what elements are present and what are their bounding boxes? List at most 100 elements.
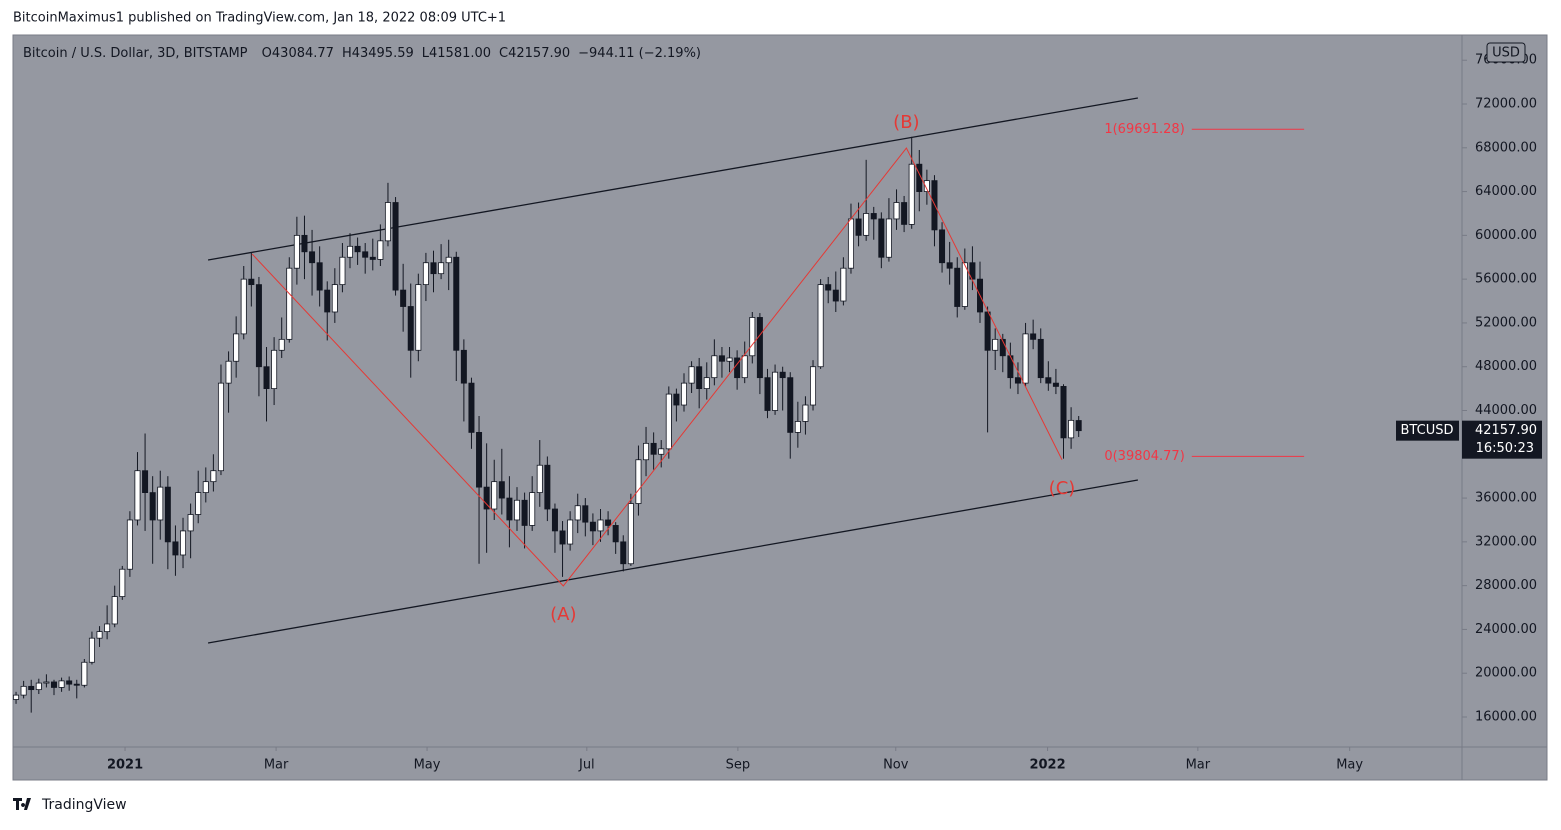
candle-body [180, 530, 187, 556]
candle-body [840, 267, 847, 302]
plot-area: (A) (B) (C) 1(69691.28) 0(39804.77) [13, 97, 1305, 713]
channel-line [207, 97, 1139, 261]
candle-body [476, 431, 483, 488]
candle-body [316, 262, 323, 291]
candle-body [810, 366, 817, 406]
x-tick-label: May [1336, 758, 1363, 773]
ohlc-key: C [499, 46, 508, 61]
y-tick-label: 32000.00 [1475, 534, 1537, 549]
candle-body [35, 682, 42, 691]
candle-body [422, 262, 429, 286]
candle-body [43, 681, 50, 684]
candle-body [688, 366, 695, 384]
candle-body [415, 284, 422, 351]
candle-body [1075, 420, 1082, 432]
candle-body [187, 514, 194, 532]
candle-body [794, 421, 801, 433]
candle-body [999, 338, 1006, 357]
candle-body [749, 317, 756, 357]
candle-body [521, 499, 528, 526]
y-tick-label: 64000.00 [1475, 184, 1537, 199]
wave-label: (C) [1049, 478, 1076, 499]
legend-line: Bitcoin / U.S. Dollar, 3D, BITSTAMP O430… [23, 46, 701, 61]
candle-body [1037, 338, 1044, 379]
candle-body [817, 284, 824, 368]
x-tick-label: Sep [726, 758, 751, 773]
chart-pane [12, 34, 1548, 781]
candle-body [134, 470, 141, 521]
candle-body [574, 505, 581, 521]
x-tick-label: May [414, 758, 441, 773]
candle-body [278, 338, 285, 351]
price-tag [1462, 420, 1542, 459]
candle-body [855, 218, 862, 236]
candle-body [438, 262, 445, 275]
y-tick-label: 56000.00 [1475, 272, 1537, 287]
candle-body [347, 245, 354, 258]
candle-body [149, 492, 156, 521]
candle-body [802, 404, 809, 422]
candle-body [164, 486, 171, 543]
candle-body [893, 202, 900, 220]
countdown-label: 16:50:23 [1476, 441, 1534, 456]
candle-body [779, 371, 786, 379]
candle-body [126, 519, 133, 570]
candle-body [324, 289, 331, 313]
candle-body [756, 317, 763, 379]
candle-body [544, 464, 551, 510]
candle-body [718, 355, 725, 362]
candle-body [536, 464, 543, 493]
candle-body [460, 349, 467, 384]
candle-body [597, 519, 604, 532]
logo-icon [13, 798, 31, 810]
x-tick-label: Jul [578, 758, 595, 773]
candle-body [384, 202, 391, 242]
candle-body [483, 486, 490, 510]
currency: USD [1492, 46, 1520, 61]
candle-body [643, 442, 650, 461]
candle-body [468, 382, 475, 433]
candle-body [741, 355, 748, 379]
candle-body [969, 262, 976, 280]
y-tick-label: 24000.00 [1475, 622, 1537, 637]
candle-body [377, 240, 384, 260]
x-tick-label: 2022 [1029, 758, 1065, 773]
candle-body [217, 382, 224, 472]
channel-line [207, 479, 1139, 644]
ticker-tag [1396, 420, 1459, 441]
price-label: 42157.90 [1475, 423, 1537, 438]
candle-body [582, 505, 589, 523]
candle-body [825, 284, 832, 291]
candle-body [1052, 382, 1059, 387]
x-tick-label: Mar [1186, 758, 1211, 773]
footer-logo [13, 798, 31, 810]
candle-body [111, 596, 118, 625]
candle-body [847, 218, 854, 269]
x-tick-label: Nov [883, 758, 909, 773]
candle-body [627, 503, 634, 565]
candle-body [764, 377, 771, 411]
candle-body [172, 541, 179, 556]
candle-body [339, 256, 346, 286]
candle-body [1014, 377, 1021, 384]
candle-body [665, 393, 672, 450]
candle-body [354, 245, 361, 253]
candle-body [248, 278, 255, 286]
y-tick-label: 36000.00 [1475, 491, 1537, 506]
candle-body [711, 355, 718, 379]
candle-body [787, 377, 794, 433]
candle-body [832, 289, 839, 302]
candle-body [369, 256, 376, 260]
candle-body [407, 306, 414, 351]
candle-body [984, 311, 991, 351]
candle-body [529, 492, 536, 526]
candle-body [673, 393, 680, 406]
candle-body [939, 229, 946, 264]
symbol: Bitcoin / U.S. Dollar, 3D, BITSTAMP [23, 46, 248, 61]
currency-badge[interactable] [1486, 42, 1526, 63]
candle-body [954, 267, 961, 307]
candle-body [908, 163, 915, 225]
candle-body [309, 251, 316, 264]
candle-body [559, 530, 566, 545]
